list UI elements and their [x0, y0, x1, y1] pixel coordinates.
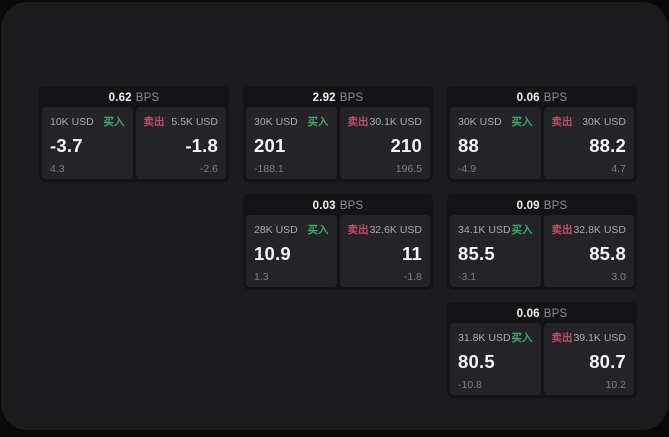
sell-sub-value: -1.8	[403, 270, 422, 283]
bps-unit-label: BPS	[339, 92, 364, 104]
buy-side-tag: 买入	[307, 224, 329, 236]
buy-size-label: 30K USD	[458, 115, 502, 128]
quote-card: 0.62 BPS 10K USD 买入 -3.7 4.3 卖出 5.5K USD…	[39, 86, 229, 182]
bps-spread-header: 0.06 BPS	[450, 89, 634, 107]
sell-sub-value: 10.2	[605, 378, 626, 391]
sell-sub-value: -2.6	[199, 162, 218, 175]
buy-size-label: 30K USD	[254, 115, 298, 128]
bps-value: 0.03	[312, 200, 336, 212]
sell-quote-panel[interactable]: 卖出 5.5K USD -1.8 -2.6	[135, 107, 226, 179]
bps-value: 0.06	[516, 92, 540, 104]
buy-size-label: 28K USD	[254, 223, 298, 236]
sell-quote-panel[interactable]: 卖出 39.1K USD 80.7 10.2	[543, 323, 634, 395]
buy-side-tag: 买入	[511, 224, 533, 236]
sell-price: 88.2	[589, 135, 626, 156]
bps-unit-label: BPS	[543, 92, 568, 104]
sell-quote-panel[interactable]: 卖出 32.6K USD 11 -1.8	[339, 215, 430, 287]
sell-quote-panel[interactable]: 卖出 30K USD 88.2 4.7	[543, 107, 634, 179]
buy-size-label: 31.8K USD	[458, 331, 511, 344]
buy-quote-panel[interactable]: 34.1K USD 买入 85.5 -3.1	[450, 215, 541, 287]
buy-price: 10.9	[254, 243, 291, 264]
bps-spread-header: 0.06 BPS	[450, 305, 634, 323]
buy-sub-value: -4.9	[458, 162, 477, 175]
sell-price: -1.8	[185, 135, 218, 156]
buy-sub-value: -188.1	[254, 162, 284, 175]
bps-spread-header: 0.09 BPS	[450, 197, 634, 215]
bps-spread-header: 0.03 BPS	[246, 197, 430, 215]
sell-size-label: 5.5K USD	[171, 115, 218, 128]
sell-quote-panel[interactable]: 卖出 32.8K USD 85.8 3.0	[543, 215, 634, 287]
buy-side-tag: 买入	[511, 332, 533, 344]
buy-price: 88	[458, 135, 479, 156]
quote-card: 0.06 BPS 31.8K USD 买入 80.5 -10.8 卖出 39.1…	[447, 302, 637, 398]
sell-side-tag: 卖出	[551, 116, 573, 128]
buy-price: 80.5	[458, 351, 495, 372]
sell-quote-panel[interactable]: 卖出 30.1K USD 210 196.5	[339, 107, 430, 179]
bps-unit-label: BPS	[135, 92, 160, 104]
buy-quote-panel[interactable]: 30K USD 买入 88 -4.9	[450, 107, 541, 179]
sell-price: 11	[402, 243, 422, 264]
buy-quote-panel[interactable]: 31.8K USD 买入 80.5 -10.8	[450, 323, 541, 395]
buy-quote-panel[interactable]: 28K USD 买入 10.9 1.3	[246, 215, 337, 287]
sell-size-label: 32.6K USD	[369, 223, 422, 236]
buy-quote-panel[interactable]: 30K USD 买入 201 -188.1	[246, 107, 337, 179]
buy-size-label: 34.1K USD	[458, 223, 511, 236]
sell-sub-value: 4.7	[611, 162, 626, 175]
sell-side-tag: 卖出	[551, 332, 573, 344]
sell-size-label: 39.1K USD	[573, 331, 626, 344]
bps-value: 0.09	[516, 200, 540, 212]
buy-sell-panels: 10K USD 买入 -3.7 4.3 卖出 5.5K USD -1.8 -2.…	[42, 107, 226, 179]
buy-sell-panels: 31.8K USD 买入 80.5 -10.8 卖出 39.1K USD 80.…	[450, 323, 634, 395]
quote-card: 2.92 BPS 30K USD 买入 201 -188.1 卖出 30.1K …	[243, 86, 433, 182]
sell-side-tag: 卖出	[551, 224, 573, 236]
sell-size-label: 32.8K USD	[573, 223, 626, 236]
sell-sub-value: 3.0	[611, 270, 626, 283]
sell-price: 85.8	[589, 243, 626, 264]
sell-side-tag: 卖出	[347, 224, 369, 236]
buy-sub-value: -3.1	[458, 270, 477, 283]
buy-sell-panels: 30K USD 买入 201 -188.1 卖出 30.1K USD 210 1…	[246, 107, 430, 179]
bps-unit-label: BPS	[543, 308, 568, 320]
quote-card: 0.03 BPS 28K USD 买入 10.9 1.3 卖出 32.6K US…	[243, 194, 433, 290]
buy-sub-value: -10.8	[458, 378, 482, 391]
quote-cards-grid: 0.62 BPS 10K USD 买入 -3.7 4.3 卖出 5.5K USD…	[39, 86, 637, 398]
buy-side-tag: 买入	[103, 116, 125, 128]
sell-size-label: 30.1K USD	[369, 115, 422, 128]
sell-price: 210	[390, 135, 422, 156]
bps-unit-label: BPS	[543, 200, 568, 212]
buy-sell-panels: 30K USD 买入 88 -4.9 卖出 30K USD 88.2 4.7	[450, 107, 634, 179]
buy-quote-panel[interactable]: 10K USD 买入 -3.7 4.3	[42, 107, 133, 179]
bps-spread-header: 2.92 BPS	[246, 89, 430, 107]
bps-unit-label: BPS	[339, 200, 364, 212]
buy-sub-value: 4.3	[50, 162, 65, 175]
buy-price: -3.7	[50, 135, 83, 156]
buy-sell-panels: 28K USD 买入 10.9 1.3 卖出 32.6K USD 11 -1.8	[246, 215, 430, 287]
sell-side-tag: 卖出	[143, 116, 165, 128]
buy-side-tag: 买入	[511, 116, 533, 128]
buy-sell-panels: 34.1K USD 买入 85.5 -3.1 卖出 32.8K USD 85.8…	[450, 215, 634, 287]
bps-value: 2.92	[312, 92, 336, 104]
sell-size-label: 30K USD	[582, 115, 626, 128]
buy-sub-value: 1.3	[254, 270, 269, 283]
quotes-board-panel: 0.62 BPS 10K USD 买入 -3.7 4.3 卖出 5.5K USD…	[1, 2, 668, 430]
buy-price: 85.5	[458, 243, 495, 264]
bps-value: 0.62	[108, 92, 132, 104]
bps-spread-header: 0.62 BPS	[42, 89, 226, 107]
bps-value: 0.06	[516, 308, 540, 320]
quote-card: 0.09 BPS 34.1K USD 买入 85.5 -3.1 卖出 32.8K…	[447, 194, 637, 290]
buy-side-tag: 买入	[307, 116, 329, 128]
sell-sub-value: 196.5	[395, 162, 422, 175]
buy-size-label: 10K USD	[50, 115, 94, 128]
sell-price: 80.7	[589, 351, 626, 372]
quote-card: 0.06 BPS 30K USD 买入 88 -4.9 卖出 30K USD 8…	[447, 86, 637, 182]
buy-price: 201	[254, 135, 286, 156]
sell-side-tag: 卖出	[347, 116, 369, 128]
